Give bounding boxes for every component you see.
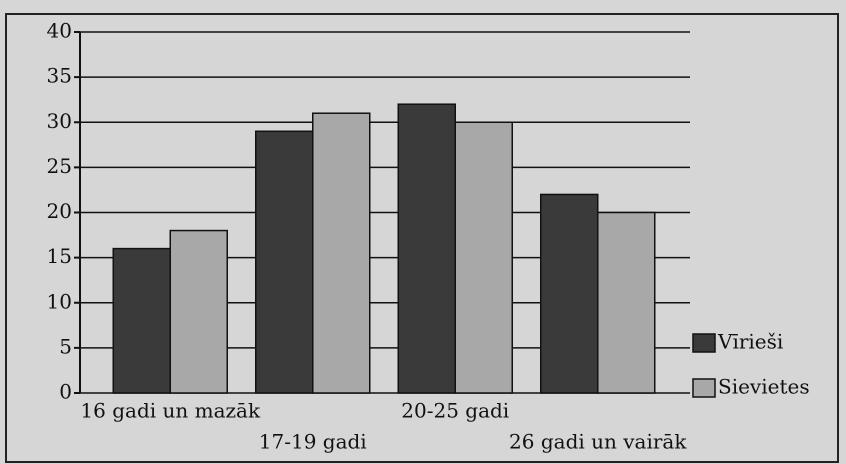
legend-label: Vīrieši <box>717 330 783 354</box>
legend-swatch <box>692 333 716 353</box>
legend-swatch <box>692 378 716 398</box>
y-tick-label: 10 <box>47 289 72 313</box>
y-tick-label: 0 <box>59 380 72 404</box>
bar <box>169 229 228 394</box>
bar <box>255 130 314 394</box>
x-tick-label: 20-25 gadi <box>401 399 509 423</box>
x-tick-label: 17-19 gadi <box>259 430 367 454</box>
y-tick-label: 40 <box>47 19 72 43</box>
legend-label: Sievietes <box>718 375 810 399</box>
y-tick-label: 20 <box>47 199 72 223</box>
y-tick-label: 35 <box>47 64 72 88</box>
bar <box>540 193 599 394</box>
frame <box>5 13 839 463</box>
bar <box>454 121 513 394</box>
y-tick-label: 25 <box>47 154 72 178</box>
bar <box>112 247 171 394</box>
x-tick-label: 26 gadi un vairāk <box>509 430 687 454</box>
y-tick-label: 5 <box>59 334 72 358</box>
bar <box>597 211 656 394</box>
y-tick-label: 15 <box>47 244 72 268</box>
bar <box>397 103 456 394</box>
y-tick-label: 30 <box>47 109 72 133</box>
bar <box>312 112 371 394</box>
x-tick-label: 16 gadi un mazāk <box>80 399 261 423</box>
